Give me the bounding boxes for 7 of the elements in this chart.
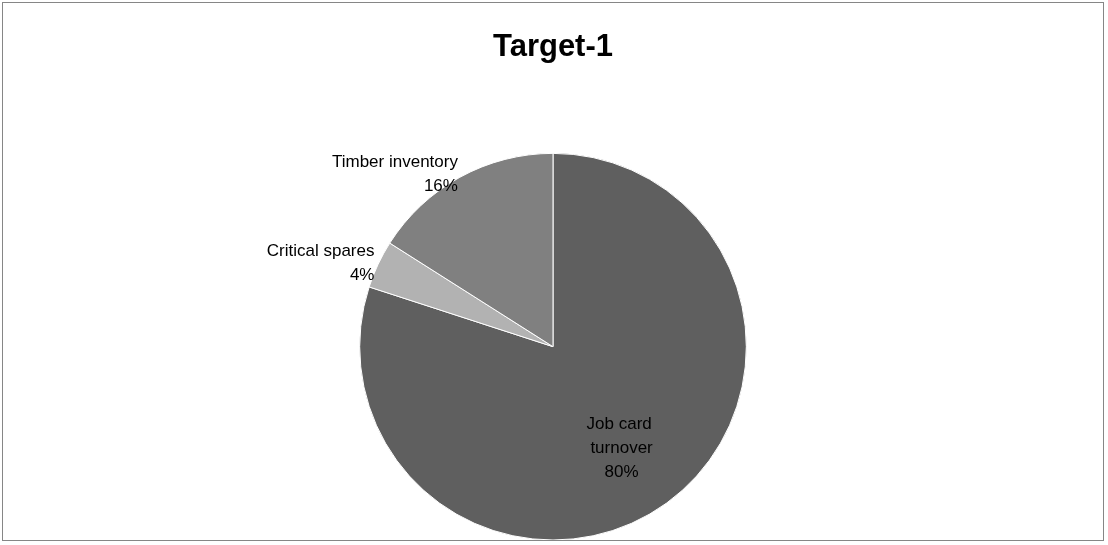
data-label: 16%: [423, 176, 458, 196]
slice-label: Job card turnover: [586, 413, 657, 457]
data-label: 4%: [349, 265, 375, 285]
chart-title: Target-1: [492, 28, 614, 63]
slice-label: Critical spares: [266, 241, 375, 261]
slice-label: Timber inventory: [331, 152, 459, 172]
data-label: 80%: [604, 461, 639, 481]
